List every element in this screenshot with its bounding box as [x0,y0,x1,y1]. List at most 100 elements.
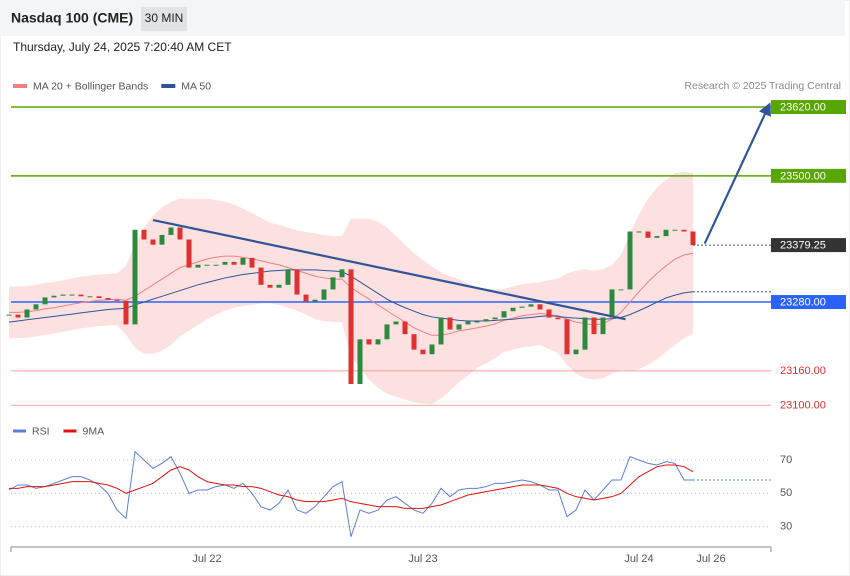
x-tick-label: Jul 24 [624,553,653,565]
candle [78,294,84,297]
candle [555,317,561,320]
candle [564,319,570,355]
candle [582,317,588,350]
candle [132,229,138,325]
x-tick-label: Jul 23 [408,553,437,565]
candle [618,289,624,291]
candle [294,269,300,295]
candle [303,294,309,302]
candle [600,317,606,335]
legend-label: 9MA [83,425,105,437]
rsi-line [9,464,694,509]
x-tick-label: Jul 26 [696,553,725,565]
candle [681,229,687,232]
candle [366,339,372,345]
level-label: 23100.00 [780,400,826,412]
candle [150,239,156,245]
candle [510,307,516,312]
candle [6,314,12,316]
candle [204,264,210,266]
header-bar [0,0,845,36]
legend-swatch [13,429,26,433]
candle [393,321,399,325]
candle [474,321,480,323]
level-box [771,295,846,310]
y-tick-label: 50 [780,487,792,499]
candle [60,294,66,296]
rsi-line [8,450,693,537]
candle [663,229,669,237]
candle [33,304,39,310]
candle [483,319,489,322]
candle [501,311,507,318]
candle [609,289,615,318]
legend-swatch [161,84,176,88]
timeframe-box[interactable] [141,7,187,31]
candle [636,231,642,233]
candle [141,229,147,240]
candle [249,257,255,268]
candle [375,339,381,345]
candle [312,299,318,302]
legend-swatch [63,429,77,433]
level-label: 23280.00 [780,296,826,308]
last-price-label: 23379.25 [780,240,826,252]
candle [402,321,408,335]
candle [384,324,390,340]
candle [438,317,444,345]
candle [429,344,435,355]
level-box [771,100,846,115]
candle [654,236,660,238]
last-price-box [771,238,846,253]
candle [258,267,264,285]
candle [186,239,192,268]
candle [519,306,525,308]
candle [159,234,165,245]
candle [177,227,183,240]
candle [285,269,291,285]
candle [267,284,273,288]
candle [321,289,327,300]
candle [114,299,120,301]
candle [213,264,219,266]
source: Research © 2025 Trading Central [684,80,841,92]
y-tick-label: 30 [780,521,792,533]
candle [456,324,462,330]
trendline [703,102,771,244]
level-label: 23500.00 [780,170,826,182]
candle [537,304,543,310]
candle [240,257,246,265]
candle [411,334,417,350]
legend-swatch [13,84,27,88]
candle [627,231,633,290]
y-tick-label: 70 [780,454,792,466]
candle [123,300,129,325]
legend-label: MA 20 + Bollinger Bands [33,80,148,92]
candle [339,269,345,278]
candle [42,297,48,305]
timeframe[interactable]: 30 MIN [145,11,184,25]
candle [195,264,201,268]
candle [645,231,651,238]
candle [357,339,363,385]
candle [447,317,453,330]
candle [492,317,498,320]
level-label: 23160.00 [780,365,826,377]
candle [690,231,696,246]
candle [465,321,471,325]
candle [51,295,57,298]
legend-label: RSI [32,425,50,437]
candle [24,309,30,318]
timestamp: Thursday, July 24, 2025 7:20:40 AM CET [13,40,232,54]
candle [87,296,93,298]
level-box [771,168,846,183]
candle [231,261,237,265]
level-label: 23620.00 [780,101,826,113]
x-tick-label: Jul 22 [192,553,221,565]
candle [672,229,678,231]
candle [330,277,336,290]
candle [222,261,228,265]
chart-title: Nasdaq 100 (CME) [11,10,133,26]
candle [546,309,552,318]
